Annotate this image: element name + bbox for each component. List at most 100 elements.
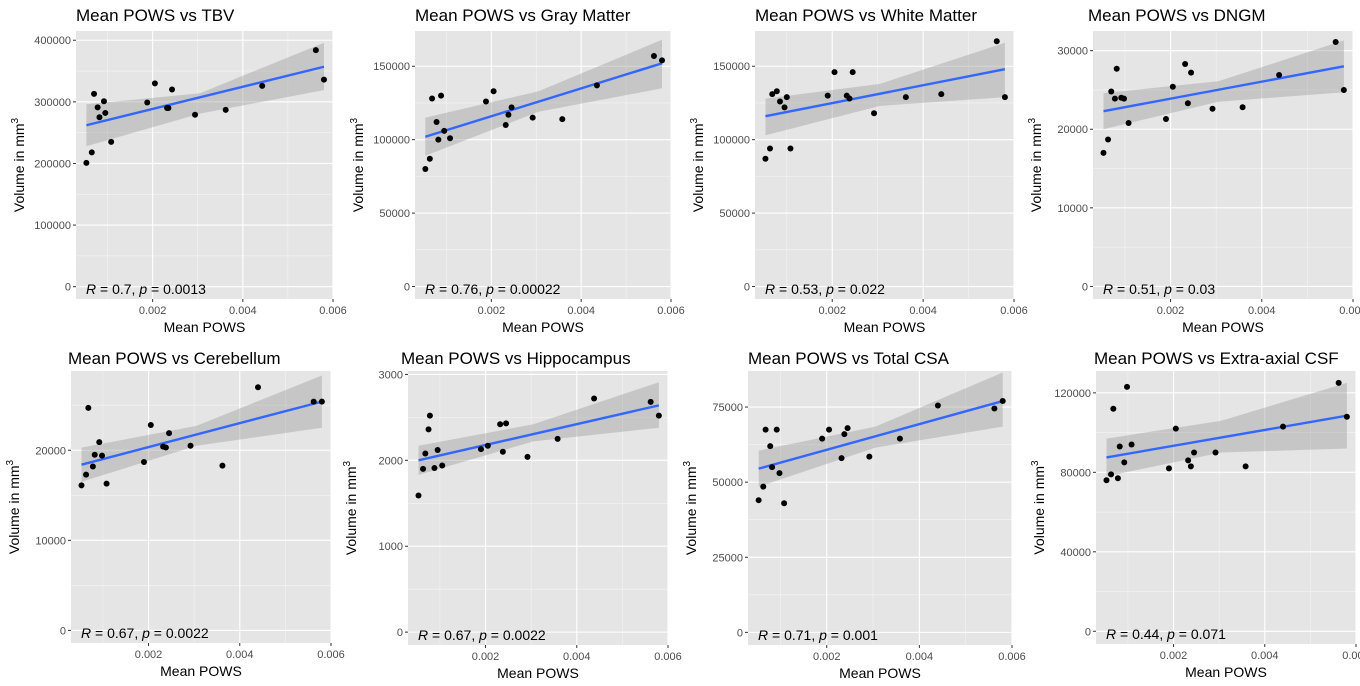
y-tick-label: 50000 — [712, 477, 743, 489]
data-point — [1184, 100, 1191, 107]
x-tick-label: 0.002 — [139, 305, 167, 317]
data-point — [166, 430, 173, 437]
data-point — [497, 421, 504, 428]
x-axis-title: Mean POWS — [1182, 319, 1264, 335]
scatter-panel: Mean POWS vs Extra-axial CSF 0 40000 80000 1… — [1030, 349, 1360, 680]
data-point — [1187, 463, 1194, 470]
data-point — [102, 109, 109, 116]
data-point — [776, 470, 783, 477]
x-tick-label: 0.002 — [1160, 650, 1188, 662]
confidence-band — [425, 39, 662, 156]
y-tick-label: 120000 — [1054, 388, 1091, 400]
data-point — [165, 105, 172, 112]
data-point — [838, 455, 845, 462]
x-tick-label: 0.006 — [319, 305, 347, 317]
y-tick-label: 25000 — [712, 552, 743, 564]
data-point — [83, 471, 90, 478]
data-point — [831, 69, 838, 76]
correlation-annotation: R = 0.7, p = 0.0013 — [86, 281, 206, 297]
data-point — [91, 451, 98, 458]
x-axis-title: Mean POWS — [502, 319, 584, 335]
plot-background — [71, 371, 331, 643]
regression-line — [418, 404, 660, 462]
x-tick-label: 0.006 — [654, 651, 682, 663]
y-tick-label: 0 — [1082, 281, 1088, 293]
data-point — [96, 439, 103, 446]
y-tick-label: 50000 — [379, 208, 410, 220]
confidence-band — [418, 382, 659, 475]
y-tick-label: 200000 — [34, 158, 71, 170]
data-point — [841, 431, 848, 438]
data-point — [78, 482, 85, 489]
data-point — [866, 453, 873, 460]
data-point — [769, 464, 776, 471]
data-point — [593, 82, 600, 89]
x-tick-label: 0.002 — [1157, 305, 1185, 317]
data-point — [773, 426, 780, 433]
data-point — [503, 420, 510, 427]
plot-background — [1093, 31, 1353, 299]
plot-area — [408, 371, 668, 645]
scatter-panel: Mean POWS vs Hippocampus 0 1000 2000 3000 0.0… — [342, 349, 682, 681]
x-tick-label: 0.002 — [818, 305, 846, 317]
y-tick-label: 0 — [404, 282, 410, 294]
data-point — [88, 149, 95, 156]
data-point — [433, 119, 440, 126]
data-point — [655, 412, 662, 419]
data-point — [934, 402, 941, 409]
data-point — [103, 480, 110, 487]
data-point — [420, 465, 427, 472]
data-point — [762, 426, 769, 433]
data-point — [846, 95, 853, 102]
x-axis-title: Mean POWS — [839, 665, 921, 681]
y-axis-title: Volume in mm3 — [10, 117, 27, 212]
x-tick-label: 0.006 — [1000, 305, 1028, 317]
data-point — [1242, 463, 1249, 470]
data-point — [755, 497, 762, 504]
data-point — [108, 138, 115, 145]
plot-area — [755, 31, 1014, 299]
data-point — [529, 114, 536, 121]
data-point — [439, 462, 446, 469]
y-tick-label: 300000 — [34, 97, 71, 109]
data-point — [83, 159, 90, 166]
panel-title: Mean POWS vs Hippocampus — [401, 349, 631, 368]
data-point — [826, 426, 833, 433]
y-tick-label: 20000 — [35, 445, 66, 457]
data-point — [1105, 136, 1112, 143]
plot-background — [1096, 371, 1356, 644]
correlation-annotation: R = 0.53, p = 0.022 — [765, 281, 885, 297]
data-point — [902, 94, 909, 101]
data-point — [781, 104, 788, 111]
y-tick-label: 0 — [737, 627, 743, 639]
x-tick-label: 0.004 — [1248, 305, 1276, 317]
data-point — [1114, 475, 1121, 482]
data-point — [415, 492, 422, 499]
x-tick-label: 0.006 — [1339, 305, 1360, 317]
scatter-panel: Mean POWS vs Cerebellum 0 10000 20000 0.002 0… — [5, 349, 345, 679]
data-point — [824, 92, 831, 99]
data-point — [502, 121, 509, 128]
data-point — [993, 38, 1000, 45]
data-point — [89, 463, 96, 470]
data-point — [169, 86, 176, 93]
x-axis-title: Mean POWS — [164, 319, 246, 335]
data-point — [100, 98, 107, 105]
plot-area — [1096, 371, 1356, 644]
data-point — [147, 422, 154, 429]
data-point — [1332, 39, 1339, 46]
data-point — [91, 90, 98, 97]
data-point — [85, 404, 92, 411]
plot-background — [748, 371, 1012, 645]
panel-title: Mean POWS vs Total CSA — [748, 349, 950, 368]
x-axis-title: Mean POWS — [160, 663, 242, 679]
data-point — [762, 155, 769, 162]
correlation-annotation: R = 0.51, p = 0.03 — [1103, 281, 1215, 297]
y-tick-label: 400000 — [34, 35, 71, 47]
data-point — [1191, 449, 1198, 456]
data-point — [429, 95, 436, 102]
y-tick-label: 150000 — [713, 61, 750, 73]
data-point — [505, 111, 512, 118]
data-point — [318, 398, 325, 405]
